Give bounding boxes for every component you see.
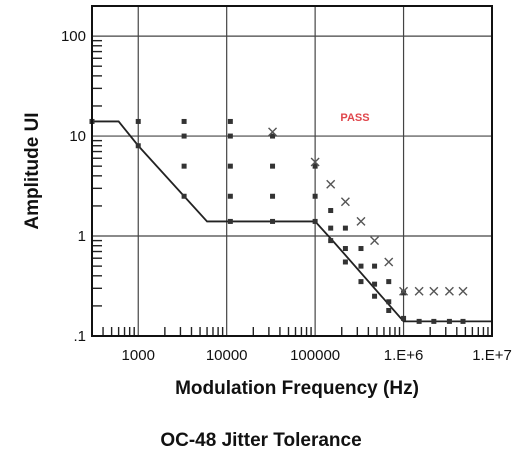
data-point-dot bbox=[342, 225, 348, 231]
data-point-dot bbox=[372, 281, 378, 287]
data-point-dot bbox=[342, 246, 348, 252]
data-point-x bbox=[310, 157, 320, 167]
x-tick-label: 1.E+7 bbox=[472, 347, 512, 364]
data-point-x bbox=[356, 216, 366, 226]
data-point-dot bbox=[270, 163, 276, 169]
data-point-x bbox=[444, 286, 454, 296]
data-point-dot bbox=[358, 246, 364, 252]
data-point-dot bbox=[181, 118, 187, 124]
y-tick-label: 1 bbox=[78, 228, 86, 245]
tick-labels: 1000 10000 100000 1.E+6 1.E+7 .1 1 10 100 bbox=[61, 28, 512, 364]
data-point-dot bbox=[181, 163, 187, 169]
data-point-dot bbox=[270, 193, 276, 199]
data-point-dot bbox=[135, 118, 141, 124]
plot-frame bbox=[91, 5, 493, 337]
data-point-x bbox=[340, 197, 350, 207]
data-point-dot bbox=[328, 238, 334, 244]
data-point-dot bbox=[312, 218, 318, 224]
x-axis-title: Modulation Frequency (Hz) bbox=[175, 378, 419, 399]
series-layer bbox=[89, 118, 492, 324]
data-point-dot bbox=[386, 279, 392, 285]
data-point-x bbox=[429, 286, 439, 296]
data-point-dot bbox=[270, 133, 276, 139]
data-point-dot bbox=[358, 279, 364, 285]
grid-lines bbox=[92, 6, 492, 336]
data-point-dot bbox=[416, 318, 422, 324]
data-point-x bbox=[458, 286, 468, 296]
data-point-dot bbox=[227, 193, 233, 199]
data-point-dot bbox=[446, 318, 452, 324]
data-point-dot bbox=[460, 318, 466, 324]
data-point-dot bbox=[342, 259, 348, 265]
data-point-dot bbox=[181, 193, 187, 199]
chart-caption: OC-48 Jitter Tolerance bbox=[160, 430, 362, 451]
data-point-dot bbox=[312, 163, 318, 169]
x-tick-label: 100000 bbox=[290, 347, 340, 364]
data-point-dot bbox=[312, 193, 318, 199]
data-point-dot bbox=[372, 293, 378, 299]
data-point-x bbox=[384, 257, 394, 267]
tolerance-mask-line bbox=[92, 120, 492, 323]
data-point-x bbox=[326, 179, 336, 189]
data-point-dot bbox=[227, 118, 233, 124]
data-point-x bbox=[399, 286, 409, 296]
data-point-dot bbox=[270, 218, 276, 224]
x-tick-label: 1000 bbox=[122, 347, 155, 364]
data-point-dot bbox=[401, 290, 407, 296]
data-point-x bbox=[370, 236, 380, 246]
data-point-dot bbox=[386, 307, 392, 313]
data-point-dot bbox=[358, 263, 364, 269]
data-point-dot bbox=[181, 133, 187, 139]
data-point-dot bbox=[227, 163, 233, 169]
data-point-x bbox=[414, 286, 424, 296]
x-tick-label: 10000 bbox=[206, 347, 248, 364]
data-point-dot bbox=[431, 318, 437, 324]
y-axis-title: Amplitude UI bbox=[22, 112, 43, 229]
y-tick-label: 100 bbox=[61, 28, 86, 45]
data-point-dot bbox=[135, 143, 141, 149]
data-point-dot bbox=[372, 263, 378, 269]
data-point-dot bbox=[401, 315, 407, 321]
data-point-dot bbox=[386, 299, 392, 305]
data-point-dot bbox=[227, 133, 233, 139]
data-point-dot bbox=[328, 225, 334, 231]
data-point-dot bbox=[328, 208, 334, 214]
pass-annotation: PASS bbox=[340, 112, 369, 124]
data-point-x bbox=[268, 127, 278, 137]
x-tick-label: 1.E+6 bbox=[384, 347, 424, 364]
minor-ticks bbox=[92, 39, 489, 336]
y-tick-label: .1 bbox=[73, 328, 86, 345]
y-tick-label: 10 bbox=[69, 128, 86, 145]
data-point-dot bbox=[227, 218, 233, 224]
